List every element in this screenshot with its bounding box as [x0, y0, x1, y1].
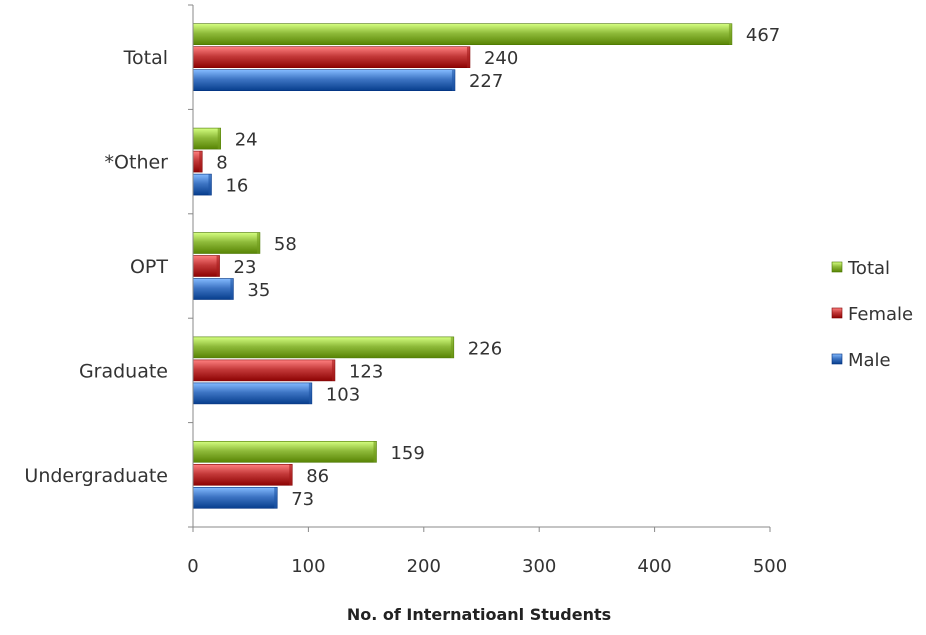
legend-swatch-female	[831, 307, 843, 319]
bar-total-total	[192, 23, 733, 46]
bar-cap-male-other	[208, 174, 212, 196]
data-label-male-total: 227	[469, 71, 503, 92]
data-label-total-other: 24	[235, 130, 258, 151]
data-label-male-graduate: 103	[326, 384, 360, 405]
bar-female-opt	[192, 255, 220, 277]
data-label-female-opt: 23	[234, 257, 257, 278]
data-label-total-undergraduate: 159	[390, 443, 424, 464]
data-label-total-graduate: 226	[468, 338, 502, 359]
legend-label-total: Total	[847, 258, 890, 279]
bar-female-total	[192, 46, 471, 69]
bar-cap-total-other	[217, 128, 221, 150]
bar-cap-male-graduate	[308, 382, 312, 404]
bar-total-opt	[192, 232, 261, 254]
bar-cap-total-undergraduate	[373, 441, 377, 463]
bar-cap-total-total	[728, 23, 732, 45]
data-label-female-graduate: 123	[349, 361, 383, 382]
bar-cap-female-total	[466, 46, 470, 68]
legend-label-male: Male	[848, 350, 891, 371]
axes-group	[188, 4, 771, 532]
data-label-male-opt: 35	[247, 280, 270, 301]
bar-cap-total-graduate	[450, 336, 454, 358]
category-label-total: Total	[123, 47, 168, 69]
data-label-female-total: 240	[484, 48, 518, 69]
bar-female-undergraduate	[192, 463, 293, 486]
bar-cap-male-opt	[230, 278, 234, 300]
bar-male-total	[192, 69, 456, 91]
legend-swatch-total	[831, 261, 843, 273]
bar-cap-female-opt	[216, 255, 220, 277]
data-label-total-total: 467	[746, 25, 780, 46]
bar-cap-female-other	[199, 151, 203, 173]
legend: Total Female Male	[831, 258, 913, 371]
bar-male-graduate	[192, 382, 313, 405]
bar-female-graduate	[192, 359, 336, 382]
bar-cap-female-undergraduate	[289, 464, 293, 486]
x-tick-label: 100	[291, 556, 325, 577]
category-label-opt: OPT	[130, 256, 168, 278]
category-label-graduate: Graduate	[79, 360, 168, 382]
legend-swatch-male	[831, 353, 843, 365]
x-tick-label: 500	[753, 556, 787, 577]
data-label-male-undergraduate: 73	[291, 489, 314, 510]
x-tick-label: 400	[637, 556, 671, 577]
data-label-total-opt: 58	[274, 234, 297, 255]
data-label-male-other: 16	[225, 176, 248, 197]
bars-group	[192, 23, 733, 509]
bar-cap-male-total	[451, 69, 455, 91]
bar-total-undergraduate	[192, 440, 377, 463]
bar-total-other	[192, 127, 221, 150]
legend-label-female: Female	[848, 304, 913, 325]
data-label-female-other: 8	[216, 153, 227, 174]
x-tick-label: 0	[187, 556, 198, 577]
bar-male-undergraduate	[192, 486, 278, 509]
bar-cap-female-graduate	[331, 359, 335, 381]
bar-cap-total-opt	[256, 232, 260, 254]
x-tick-label: 300	[522, 556, 556, 577]
bar-male-opt	[192, 278, 234, 300]
category-label-undergraduate: Undergraduate	[24, 465, 168, 487]
x-axis-title: No. of Internatioanl Students	[347, 605, 611, 624]
bar-cap-male-undergraduate	[274, 487, 278, 509]
bar-total-graduate	[192, 336, 455, 359]
category-label-other: *Other	[105, 152, 169, 174]
x-tick-label: 200	[407, 556, 441, 577]
data-label-female-undergraduate: 86	[306, 466, 329, 487]
